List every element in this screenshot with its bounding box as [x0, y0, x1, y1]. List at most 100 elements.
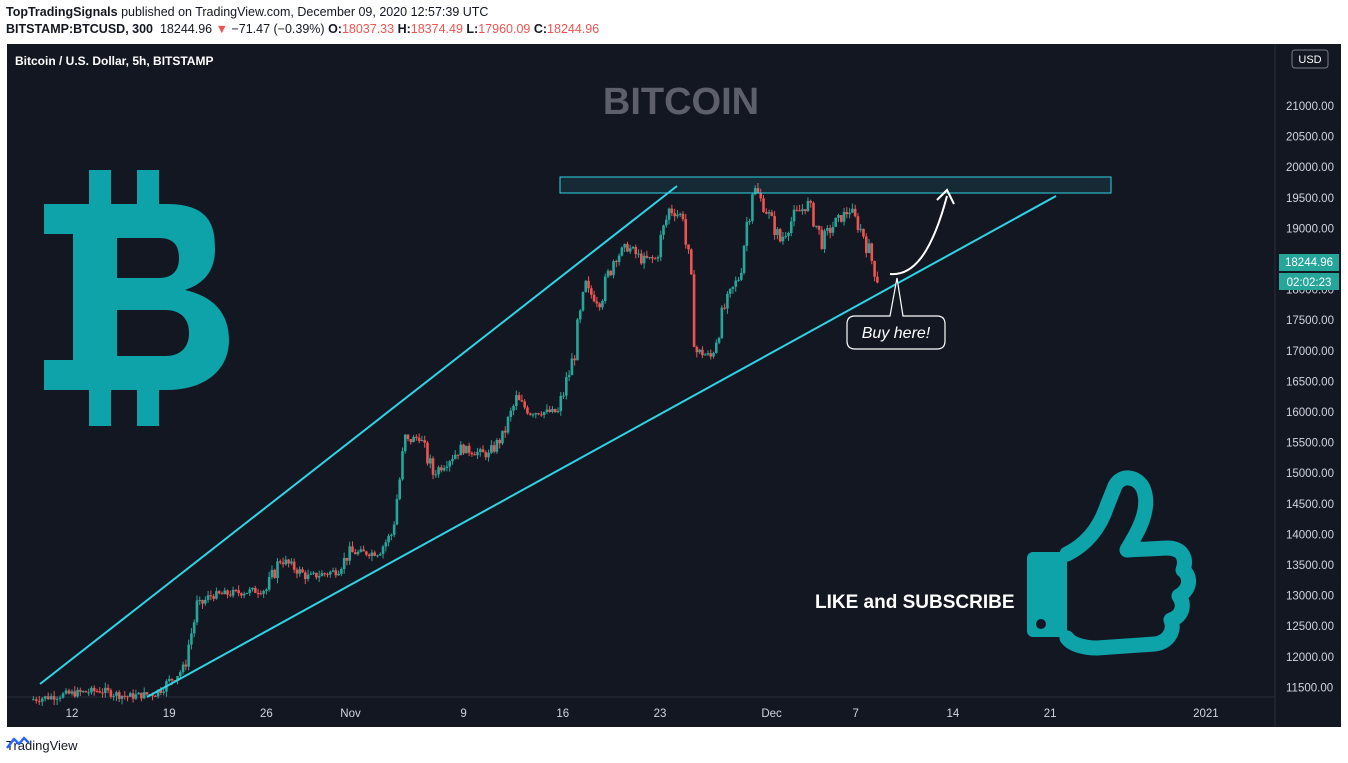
candle-body	[876, 276, 879, 283]
wedge-upper-line[interactable]	[39, 185, 678, 685]
candle-body	[256, 592, 260, 594]
candle-body	[823, 230, 826, 249]
y-tick-label: 12000.00	[1286, 652, 1334, 664]
candle-body	[320, 573, 324, 577]
candle-body	[49, 696, 53, 700]
candle-body	[526, 407, 529, 414]
candle-body	[390, 534, 393, 536]
candle-body	[542, 411, 546, 415]
candle-body	[317, 576, 321, 578]
candle-body	[795, 209, 799, 211]
candle-body	[787, 233, 790, 237]
candle-body	[778, 229, 782, 242]
candle-body	[298, 569, 302, 574]
candle-body	[309, 573, 313, 575]
candle-body	[701, 349, 704, 356]
candle-body	[142, 692, 146, 699]
candle-body	[481, 449, 485, 453]
wedge-lower-line[interactable]	[146, 195, 1057, 698]
countdown-tag-text: 02:02:23	[1287, 277, 1332, 289]
candle-body	[567, 375, 571, 378]
candle-body	[476, 451, 479, 456]
candle-body	[70, 691, 74, 694]
y-tick-label: 17500.00	[1286, 315, 1334, 327]
candle-body	[226, 590, 229, 595]
candle-body	[187, 644, 190, 667]
candle-body	[420, 440, 424, 442]
currency-button[interactable]	[1291, 49, 1329, 69]
tradingview-logo-icon	[6, 736, 30, 749]
x-tick-label: 12	[66, 708, 79, 720]
candle-body	[673, 213, 676, 217]
candle-body	[370, 552, 374, 557]
candle-body	[789, 221, 793, 234]
candle-body	[873, 260, 876, 277]
candle-body	[867, 243, 871, 253]
candle-body	[32, 699, 35, 701]
candle-body	[448, 461, 451, 467]
candle-body	[212, 596, 215, 599]
candle-body	[845, 211, 849, 215]
candle-body	[120, 695, 124, 699]
candle-body	[40, 698, 44, 702]
low-value: 17960.09	[478, 22, 531, 36]
candle-body	[340, 569, 343, 574]
close-label: C:	[533, 22, 548, 36]
resistance-zone[interactable]	[559, 176, 1112, 194]
candle-body	[756, 188, 760, 194]
candle-body	[334, 570, 338, 576]
candle-body	[176, 676, 179, 681]
candle-body	[512, 405, 515, 411]
candle-body	[731, 286, 735, 289]
candle-body	[131, 693, 135, 699]
candle-body	[134, 694, 138, 699]
candle-body	[478, 449, 482, 452]
candle-body	[306, 574, 310, 580]
candle-body	[581, 291, 585, 311]
candle-body	[531, 414, 535, 416]
candle-body	[570, 358, 574, 376]
candle-body	[556, 410, 560, 413]
tradingview-footer[interactable]: TradingView	[6, 736, 78, 754]
candle-body	[126, 696, 129, 698]
candle-body	[540, 414, 543, 416]
arrow-head-icon	[936, 188, 955, 205]
candle-body	[79, 689, 82, 692]
candle-body	[606, 270, 610, 277]
candle-body	[209, 595, 213, 597]
candle-body	[46, 696, 50, 700]
candle-body	[145, 692, 149, 695]
price-chart[interactable]: Buy here! BITCOIN Bitcoin / U.S. Dollar,…	[7, 44, 1341, 727]
candle-body	[117, 692, 121, 699]
callout-text: Buy here!	[862, 325, 931, 342]
last-price: 18244.96	[159, 22, 213, 36]
candle-body	[387, 535, 390, 543]
candle-body	[328, 571, 332, 575]
candle-body	[273, 569, 277, 578]
open-label: O:	[328, 22, 342, 36]
candle-body	[192, 622, 196, 634]
candle-body	[853, 208, 857, 217]
chart-frame[interactable]: Buy here! BITCOIN Bitcoin / U.S. Dollar,…	[7, 44, 1341, 727]
candle-body	[662, 225, 665, 235]
candle-body	[87, 692, 90, 694]
candle-body	[859, 228, 863, 230]
candle-body	[776, 229, 779, 235]
publisher-name[interactable]: TopTradingSignals	[6, 5, 118, 19]
candle-body	[162, 691, 165, 693]
candle-body	[667, 208, 671, 220]
candle-body	[598, 303, 601, 308]
y-tick-label: 20000.00	[1286, 162, 1334, 174]
candle-body	[217, 591, 221, 594]
candle-body	[359, 549, 363, 552]
candle-body	[201, 599, 204, 604]
candle-body	[462, 444, 465, 454]
candle-body	[398, 479, 402, 500]
y-tick-label: 12500.00	[1286, 621, 1334, 633]
y-tick-label: 13000.00	[1286, 591, 1334, 603]
candle-body	[159, 689, 163, 693]
high-label: H:	[397, 22, 411, 36]
candle-body	[826, 228, 829, 231]
candle-body	[781, 236, 785, 242]
candle-body	[806, 200, 810, 212]
